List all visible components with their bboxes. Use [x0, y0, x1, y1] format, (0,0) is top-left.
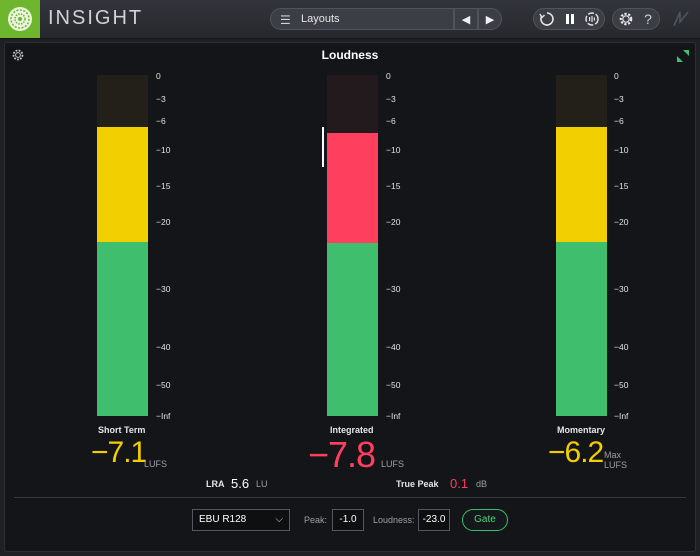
meter-green-region	[556, 242, 607, 416]
scale-tick: −50	[614, 380, 629, 390]
scale-tick: −50	[386, 380, 401, 390]
meter-empty-region	[556, 75, 607, 127]
scale-tick: −10	[614, 145, 629, 155]
scale-tick: −50	[156, 380, 171, 390]
scale-tick: −10	[386, 145, 401, 155]
scale-tick: −3	[156, 94, 166, 104]
reset-icon	[539, 12, 554, 26]
peak-label: Peak:	[304, 515, 328, 525]
panel-settings-icon[interactable]	[11, 48, 25, 62]
scale-tick: −20	[386, 217, 401, 227]
integrated-peak-marker	[322, 127, 324, 167]
scale-tick: −3	[386, 94, 396, 104]
scale-tick: −40	[614, 342, 629, 352]
pause-icon	[566, 14, 574, 24]
meter-yellow-region	[97, 127, 148, 242]
integrated-meter	[327, 75, 378, 416]
integrated-scale: 0 −3 −6 −10 −15 −20 −30 −40 −50 −Inf	[386, 68, 426, 428]
integrated-unit: LUFS	[381, 459, 405, 469]
short-term-unit: LUFS	[144, 459, 168, 469]
gate-button[interactable]: Gate	[462, 509, 508, 531]
insight-logo	[0, 0, 40, 38]
standard-value: EBU R128	[199, 514, 247, 525]
logo-swirl-icon	[8, 7, 32, 31]
meter-empty-region	[327, 75, 378, 133]
panel-title: Loudness	[321, 48, 379, 62]
meter-green-region	[97, 242, 148, 416]
sync-button[interactable]	[580, 9, 604, 29]
divider	[14, 497, 686, 498]
scale-tick: −30	[614, 284, 629, 294]
scale-tick: −Inf	[386, 411, 401, 421]
scale-tick: −Inf	[614, 411, 629, 421]
lra-label: LRA	[206, 479, 225, 489]
izotope-logo-icon	[673, 11, 689, 27]
scale-tick: 0	[614, 71, 619, 81]
true-peak-unit: dB	[476, 479, 488, 489]
pause-button[interactable]	[558, 9, 582, 29]
loudness-input[interactable]: -23.0	[418, 509, 450, 531]
momentary-value: −6.2	[548, 436, 604, 469]
integrated-value: −7.8	[308, 434, 376, 475]
scale-tick: −15	[156, 181, 171, 191]
integrated-label: Integrated	[330, 425, 374, 435]
loudness-label: Loudness:	[373, 515, 415, 525]
momentary-label: Momentary	[557, 425, 606, 435]
layouts-menu[interactable]: ☰ Layouts	[270, 8, 454, 30]
meter-empty-region	[97, 75, 148, 127]
true-peak-value: 0.1	[450, 476, 469, 491]
scale-tick: −15	[386, 181, 401, 191]
layouts-label: Layouts	[301, 13, 340, 25]
settings-help-group: ?	[612, 8, 660, 30]
help-button[interactable]: ?	[636, 9, 660, 29]
scale-tick: −30	[156, 284, 171, 294]
momentary-unit: LUFS	[604, 460, 628, 470]
scale-tick: −40	[386, 342, 401, 352]
scale-tick: −Inf	[156, 411, 171, 421]
momentary-max-label: Max	[604, 450, 622, 460]
chevron-down-icon: ⌵	[275, 514, 283, 525]
short-term-label: Short Term	[98, 425, 146, 435]
previous-layout-button[interactable]: ◀	[454, 8, 478, 30]
scale-tick: −3	[614, 94, 624, 104]
next-layout-button[interactable]: ▶	[478, 8, 502, 30]
scale-tick: −30	[386, 284, 401, 294]
standard-select[interactable]: EBU R128 ⌵	[192, 509, 290, 531]
meter-green-region	[327, 243, 378, 416]
short-term-scale: 0 −3 −6 −10 −15 −20 −30 −40 −50 −Inf	[156, 68, 196, 428]
true-peak-label: True Peak	[396, 479, 439, 489]
gear-icon	[619, 12, 633, 26]
momentary-meter	[556, 75, 607, 416]
peak-input[interactable]: -1.0	[332, 509, 364, 531]
lra-unit: LU	[256, 479, 268, 489]
momentary-scale: 0 −3 −6 −10 −15 −20 −30 −40 −50 −Inf	[614, 68, 654, 428]
scale-tick: −6	[614, 116, 624, 126]
list-icon: ☰	[280, 13, 291, 27]
short-term-value: −7.1	[91, 436, 147, 469]
meter-red-region	[327, 133, 378, 243]
expand-icon[interactable]	[676, 49, 690, 63]
app-title: INSIGHT	[48, 7, 144, 29]
triangle-left-icon: ◀	[461, 13, 471, 26]
triangle-right-icon: ▶	[485, 13, 495, 26]
transport-controls	[533, 8, 605, 30]
reset-button[interactable]	[535, 9, 559, 29]
settings-button[interactable]	[614, 9, 638, 29]
scale-tick: −10	[156, 145, 171, 155]
scale-tick: −6	[386, 116, 396, 126]
meter-yellow-region	[556, 127, 607, 242]
scale-tick: −20	[156, 217, 171, 227]
scale-tick: −6	[156, 116, 166, 126]
sync-icon	[585, 12, 599, 26]
scale-tick: 0	[386, 71, 391, 81]
short-term-meter	[97, 75, 148, 416]
scale-tick: 0	[156, 71, 161, 81]
header-bar: INSIGHT ☰ Layouts ◀ ▶	[0, 0, 700, 39]
scale-tick: −40	[156, 342, 171, 352]
help-icon: ?	[644, 11, 652, 27]
lra-value: 5.6	[231, 476, 250, 491]
scale-tick: −20	[614, 217, 629, 227]
scale-tick: −15	[614, 181, 629, 191]
